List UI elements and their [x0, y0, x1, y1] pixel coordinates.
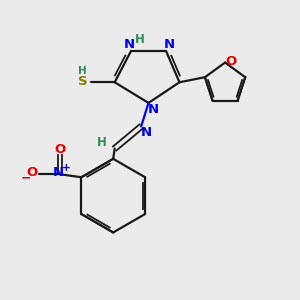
Text: O: O: [55, 143, 66, 156]
Text: H: H: [79, 66, 87, 76]
Text: N: N: [147, 103, 158, 116]
Text: H: H: [97, 136, 106, 148]
Text: O: O: [27, 166, 38, 179]
Text: H: H: [135, 33, 145, 46]
Text: N: N: [141, 126, 152, 140]
Text: S: S: [78, 75, 88, 88]
Text: N: N: [164, 38, 175, 51]
Text: O: O: [225, 55, 237, 68]
Text: −: −: [20, 172, 31, 184]
Text: +: +: [62, 163, 71, 173]
Text: N: N: [53, 166, 64, 179]
Text: N: N: [124, 38, 135, 51]
